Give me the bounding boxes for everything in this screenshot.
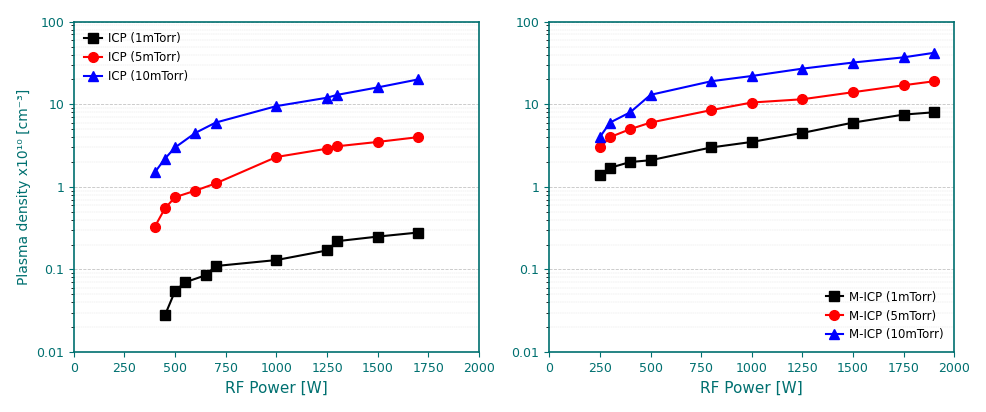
Line: M-ICP (10mTorr): M-ICP (10mTorr) xyxy=(595,48,938,142)
Line: ICP (5mTorr): ICP (5mTorr) xyxy=(150,132,423,232)
M-ICP (1mTorr) xyxy=(846,120,858,125)
M-ICP (10mTorr) xyxy=(897,55,909,60)
M-ICP (1mTorr) xyxy=(927,110,939,115)
ICP (10mTorr) xyxy=(320,95,332,100)
M-ICP (1mTorr) xyxy=(796,131,808,136)
ICP (5mTorr) xyxy=(331,144,343,149)
M-ICP (10mTorr) xyxy=(644,92,656,97)
X-axis label: RF Power [W]: RF Power [W] xyxy=(700,380,803,396)
M-ICP (5mTorr) xyxy=(927,79,939,84)
ICP (10mTorr) xyxy=(159,156,171,161)
M-ICP (10mTorr) xyxy=(594,135,605,140)
Line: M-ICP (1mTorr): M-ICP (1mTorr) xyxy=(595,108,938,180)
ICP (5mTorr) xyxy=(372,139,384,144)
ICP (1mTorr) xyxy=(372,234,384,239)
ICP (10mTorr) xyxy=(331,92,343,97)
M-ICP (1mTorr) xyxy=(594,172,605,177)
M-ICP (5mTorr) xyxy=(745,100,757,105)
M-ICP (10mTorr) xyxy=(745,73,757,78)
M-ICP (5mTorr) xyxy=(644,120,656,125)
ICP (10mTorr) xyxy=(149,170,161,175)
M-ICP (5mTorr) xyxy=(897,83,909,88)
ICP (10mTorr) xyxy=(372,85,384,90)
ICP (5mTorr) xyxy=(159,206,171,211)
ICP (1mTorr) xyxy=(331,239,343,243)
Line: ICP (1mTorr): ICP (1mTorr) xyxy=(160,228,423,320)
M-ICP (10mTorr) xyxy=(624,110,636,115)
M-ICP (10mTorr) xyxy=(705,79,717,84)
M-ICP (1mTorr) xyxy=(603,165,615,170)
ICP (1mTorr) xyxy=(412,230,424,235)
M-ICP (5mTorr) xyxy=(796,97,808,102)
Legend: M-ICP (1mTorr), M-ICP (5mTorr), M-ICP (10mTorr): M-ICP (1mTorr), M-ICP (5mTorr), M-ICP (1… xyxy=(820,286,948,346)
M-ICP (10mTorr) xyxy=(846,60,858,65)
ICP (5mTorr) xyxy=(189,188,201,193)
ICP (5mTorr) xyxy=(209,181,221,186)
ICP (5mTorr) xyxy=(149,224,161,229)
X-axis label: RF Power [W]: RF Power [W] xyxy=(225,380,327,396)
M-ICP (10mTorr) xyxy=(796,66,808,71)
ICP (10mTorr) xyxy=(189,131,201,136)
ICP (1mTorr) xyxy=(320,248,332,253)
ICP (10mTorr) xyxy=(270,104,282,109)
ICP (5mTorr) xyxy=(270,154,282,159)
M-ICP (5mTorr) xyxy=(594,145,605,150)
M-ICP (1mTorr) xyxy=(705,145,717,150)
M-ICP (5mTorr) xyxy=(603,135,615,140)
ICP (5mTorr) xyxy=(320,146,332,151)
Legend: ICP (1mTorr), ICP (5mTorr), ICP (10mTorr): ICP (1mTorr), ICP (5mTorr), ICP (10mTorr… xyxy=(80,28,192,88)
ICP (1mTorr) xyxy=(169,288,180,293)
ICP (5mTorr) xyxy=(412,135,424,140)
ICP (10mTorr) xyxy=(412,77,424,82)
ICP (10mTorr) xyxy=(169,145,180,150)
ICP (1mTorr) xyxy=(179,280,191,285)
Y-axis label: Plasma density x10¹⁰ [cm⁻³]: Plasma density x10¹⁰ [cm⁻³] xyxy=(17,89,31,285)
M-ICP (5mTorr) xyxy=(624,126,636,131)
ICP (10mTorr) xyxy=(209,120,221,125)
ICP (5mTorr) xyxy=(169,195,180,200)
M-ICP (1mTorr) xyxy=(745,139,757,144)
M-ICP (5mTorr) xyxy=(705,108,717,112)
M-ICP (1mTorr) xyxy=(624,159,636,164)
M-ICP (1mTorr) xyxy=(644,158,656,163)
Line: ICP (10mTorr): ICP (10mTorr) xyxy=(150,75,423,177)
ICP (1mTorr) xyxy=(159,313,171,318)
ICP (1mTorr) xyxy=(209,264,221,269)
ICP (1mTorr) xyxy=(199,273,211,278)
M-ICP (10mTorr) xyxy=(927,50,939,55)
ICP (1mTorr) xyxy=(270,258,282,262)
M-ICP (1mTorr) xyxy=(897,112,909,117)
M-ICP (10mTorr) xyxy=(603,120,615,125)
Line: M-ICP (5mTorr): M-ICP (5mTorr) xyxy=(595,76,938,152)
M-ICP (5mTorr) xyxy=(846,90,858,95)
